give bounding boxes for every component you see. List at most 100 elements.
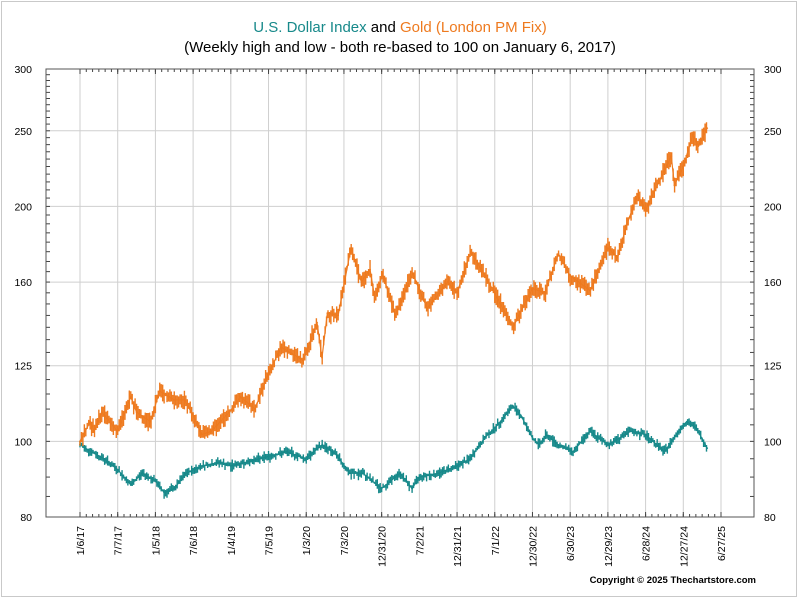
copyright-notice: Copyright © 2025 Thechartstore.com [589, 575, 756, 586]
gold-data-point [350, 246, 352, 249]
gold-data-point [302, 359, 305, 362]
gold-data-point [512, 326, 514, 329]
x-tick-label: 7/1/22 [490, 526, 502, 555]
gold-data-point [381, 272, 384, 275]
usd-data-point [483, 437, 486, 439]
title-connector: and [366, 19, 401, 36]
usd-data-point [229, 465, 232, 467]
usd-data-point [129, 483, 132, 486]
usd-series [79, 402, 709, 499]
y-tick-label-right: 250 [764, 126, 782, 138]
y-tick-label-left: 160 [14, 277, 32, 289]
usd-data-point [682, 423, 685, 426]
x-tick-label: 1/3/20 [301, 526, 313, 555]
usd-data-point [116, 468, 119, 471]
x-tick-label: 6/27/25 [716, 526, 728, 561]
usd-data-point [321, 443, 324, 446]
usd-data-point [545, 433, 548, 436]
usd-data-point [173, 487, 176, 490]
gold-data-point [360, 281, 363, 283]
gold-data-point [625, 224, 628, 227]
usd-data-point [258, 457, 261, 460]
gold-data-point [691, 133, 694, 136]
gold-data-point [606, 246, 609, 249]
usd-data-point [304, 457, 307, 460]
gold-data-point [316, 321, 318, 324]
usd-data-point [512, 405, 514, 407]
gold-data-point [589, 289, 592, 292]
gold-data-point [192, 414, 195, 417]
x-tick-label: 7/7/17 [113, 526, 125, 555]
gold-data-point [673, 184, 676, 186]
gold-data-point [644, 208, 647, 211]
gold-data-point [116, 430, 119, 433]
gold-data-point [326, 312, 329, 314]
gold-data-point [254, 408, 256, 410]
usd-data-point [380, 487, 383, 490]
y-tick-label-right: 160 [764, 277, 782, 289]
gold-data-point [446, 281, 449, 283]
gold-data-point [394, 314, 397, 317]
y-tick-label-left: 250 [14, 126, 32, 138]
y-tick-label-left: 100 [14, 436, 32, 448]
usd-data-point [141, 472, 144, 475]
x-tick-label: 12/31/20 [377, 526, 389, 567]
usd-data-point [361, 472, 364, 475]
gold-data-point [266, 375, 268, 378]
x-tick-label: 7/5/19 [264, 526, 276, 555]
gold-data-point [100, 411, 103, 414]
title-gold-label: Gold (London PM Fix) [400, 19, 547, 36]
usd-data-point [102, 457, 105, 460]
gold-data-point [569, 274, 572, 277]
usd-data-point [90, 450, 93, 453]
usd-data-point [695, 427, 698, 429]
usd-weekly-range-bars [79, 402, 708, 499]
usd-data-point [335, 454, 338, 457]
usd-data-point [184, 472, 187, 475]
gold-data-point [129, 396, 132, 398]
x-tick-label: 7/3/20 [339, 526, 351, 555]
gold-data-point [158, 390, 161, 392]
usd-data-point [572, 450, 574, 453]
usd-data-point [538, 443, 541, 446]
usd-data-point [531, 437, 534, 439]
x-tick-label: 1/6/17 [75, 526, 87, 555]
gold-data-point [337, 314, 340, 317]
x-tick-label: 1/4/19 [226, 526, 238, 555]
y-tick-label-right: 125 [764, 361, 782, 373]
x-tick-label: 1/5/18 [150, 526, 162, 555]
gold-data-point [239, 396, 242, 398]
x-tick-label: 12/27/24 [678, 526, 690, 567]
usd-data-point [588, 430, 591, 433]
chart-title: U.S. Dollar Index and Gold (London PM Fi… [0, 19, 800, 37]
y-tick-label-left: 80 [20, 512, 32, 524]
usd-data-point [606, 443, 609, 446]
usd-data-point [163, 491, 166, 494]
x-tick-label: 12/31/21 [452, 526, 464, 567]
gold-data-point [79, 440, 81, 443]
usd-data-point [685, 420, 688, 423]
chart-subtitle: (Weekly high and low - both re-based to … [184, 39, 616, 56]
usd-data-point [644, 433, 647, 436]
gold-data-point [557, 252, 560, 255]
y-tick-label-right: 100 [764, 436, 782, 448]
gold-data-point [682, 165, 685, 168]
gold-data-point [706, 127, 709, 129]
x-tick-label: 12/29/23 [603, 526, 615, 567]
gold-data-point [544, 291, 546, 294]
gold-data-point [374, 298, 376, 301]
usd-line [79, 405, 708, 494]
gold-data-point [321, 356, 323, 359]
title-usd-label: U.S. Dollar Index [253, 19, 367, 36]
gold-data-point [228, 411, 231, 414]
y-tick-label-left: 125 [14, 361, 32, 373]
usd-data-point [706, 447, 709, 450]
y-tick-label-left: 300 [14, 64, 32, 76]
usd-data-point [437, 472, 439, 475]
gold-data-point [531, 287, 534, 290]
x-tick-label: 6/28/24 [641, 526, 653, 561]
usd-data-point [519, 414, 522, 417]
x-tick-label: 7/6/18 [188, 526, 200, 555]
y-tick-label-right: 200 [764, 201, 782, 213]
